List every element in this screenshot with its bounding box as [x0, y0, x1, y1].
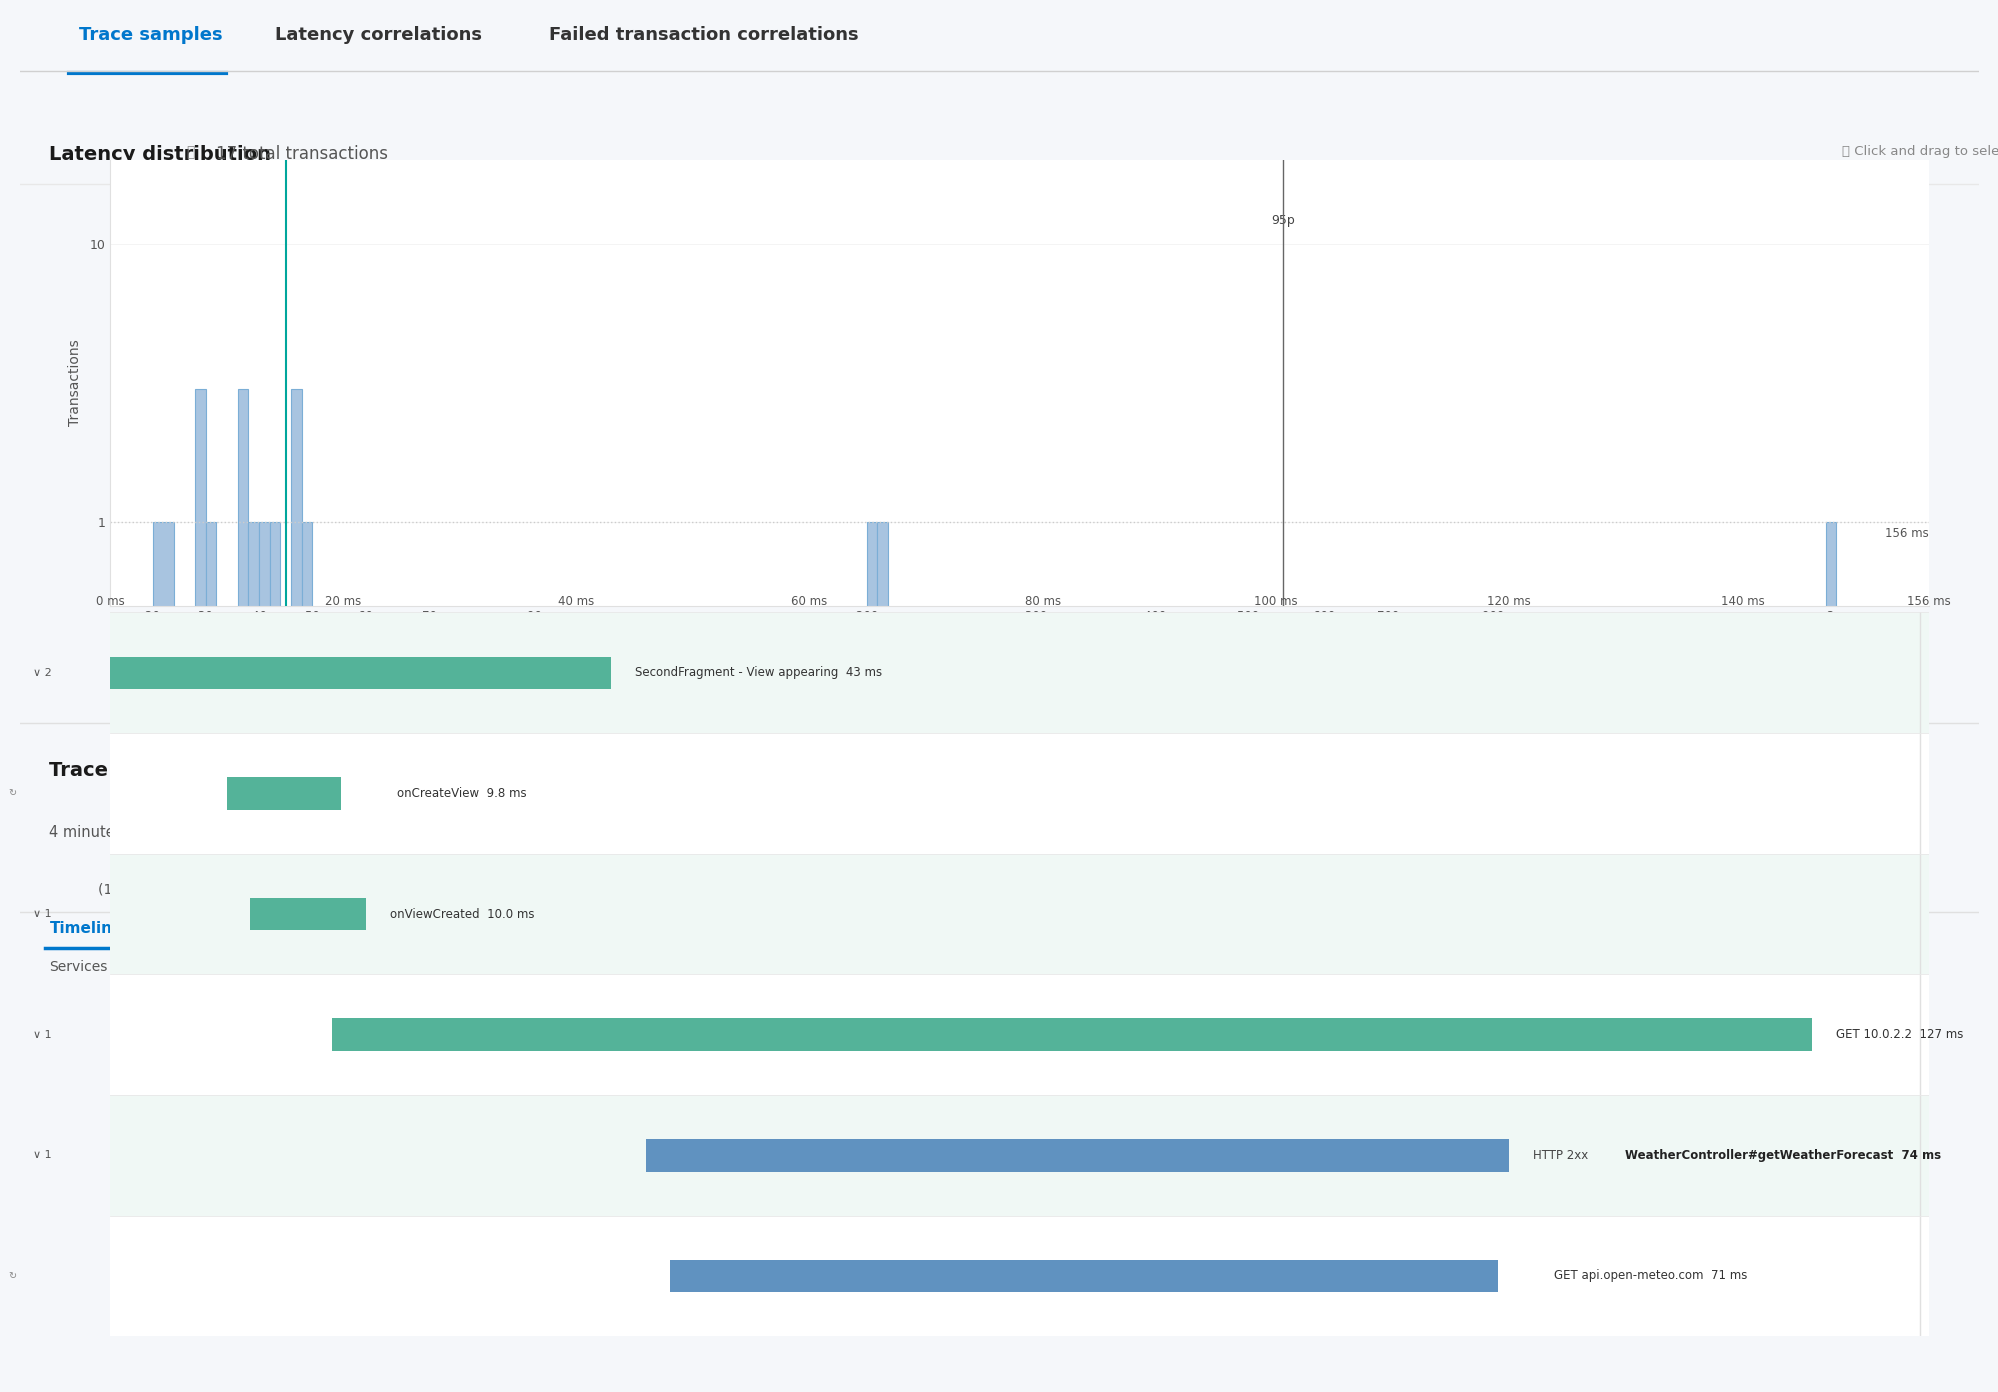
X-axis label: Latency: Latency: [989, 658, 1049, 674]
Text: Metadata: Metadata: [148, 922, 220, 937]
Text: SecondFragment - View appearing  43 ms: SecondFragment - View appearing 43 ms: [635, 667, 881, 679]
Text: WeatherController#getWeatherForecast  74 ms: WeatherController#getWeatherForecast 74 …: [1624, 1148, 1940, 1162]
Text: Current sample: Current sample: [228, 717, 344, 729]
Bar: [332, 1019, 1812, 1051]
Bar: [250, 898, 366, 930]
Bar: [645, 1139, 1508, 1172]
Bar: [302, 522, 312, 1392]
Bar: [260, 522, 270, 1392]
Text: 1: 1: [284, 761, 296, 777]
Y-axis label: Transactions: Transactions: [68, 340, 82, 426]
Text: GET api.open-meteo.com  71 ms: GET api.open-meteo.com 71 ms: [1552, 1270, 1746, 1282]
Text: Timeline: Timeline: [50, 922, 122, 937]
Bar: [110, 1096, 1928, 1215]
Bar: [248, 522, 260, 1392]
Text: 43 ms: 43 ms: [196, 825, 248, 841]
Text: ❐ View full trace: ❐ View full trace: [1762, 759, 1878, 774]
Text: >|: >|: [408, 761, 424, 775]
Text: |: |: [176, 825, 182, 844]
Text: 4 minutes ago: 4 minutes ago: [50, 825, 154, 841]
Text: Investigate ▾: Investigate ▾: [1562, 759, 1650, 774]
Text: weather-backend: weather-backend: [388, 959, 503, 973]
Bar: [152, 522, 174, 1392]
Text: of 17: of 17: [310, 761, 348, 777]
Bar: [867, 522, 877, 1392]
Bar: [196, 390, 206, 1392]
Text: <: <: [246, 761, 258, 777]
Bar: [110, 1215, 1928, 1336]
Text: ● All transactions: ● All transactions: [164, 792, 284, 806]
Text: onCreateView  9.8 ms: onCreateView 9.8 ms: [398, 786, 525, 800]
Bar: [110, 974, 1928, 1096]
Text: ∨ 1: ∨ 1: [34, 1030, 52, 1040]
Bar: [238, 390, 248, 1392]
Bar: [270, 522, 280, 1392]
Text: 95p: 95p: [1271, 214, 1295, 227]
Text: weather-sample-app: weather-sample-app: [192, 959, 330, 973]
FancyBboxPatch shape: [1498, 745, 1714, 786]
Bar: [292, 390, 302, 1392]
Text: >: >: [378, 761, 392, 777]
Text: Latency correlations: Latency correlations: [274, 26, 482, 43]
Text: |<: |<: [196, 761, 212, 775]
Text: Logs: Logs: [246, 922, 280, 937]
Text: ↻: ↻: [8, 788, 16, 799]
Bar: [206, 522, 216, 1392]
Text: 17 total transactions: 17 total transactions: [216, 145, 388, 163]
Text: Failed transaction correlations: Failed transaction correlations: [549, 26, 857, 43]
Text: Services: Services: [50, 959, 108, 973]
Text: (100% of trace): (100% of trace): [98, 883, 208, 896]
Bar: [110, 853, 1928, 974]
Text: onViewCreated  10.0 ms: onViewCreated 10.0 ms: [390, 908, 533, 920]
Text: ∨ 1: ∨ 1: [34, 1150, 52, 1161]
Text: GET 10.0.2.2  127 ms: GET 10.0.2.2 127 ms: [1834, 1029, 1962, 1041]
FancyBboxPatch shape: [274, 816, 402, 851]
Bar: [110, 612, 1928, 734]
Bar: [110, 657, 611, 689]
Text: Success: Success: [308, 825, 370, 839]
Text: ∨ 2: ∨ 2: [32, 668, 52, 678]
Text: 156 ms: 156 ms: [1884, 528, 1928, 540]
Bar: [669, 1260, 1497, 1292]
Bar: [110, 734, 1928, 853]
Bar: [226, 777, 340, 810]
Text: ↻: ↻: [8, 1271, 16, 1281]
Text: ∨ 1: ∨ 1: [34, 909, 52, 919]
Text: ⓘ: ⓘ: [186, 145, 194, 159]
Bar: [877, 522, 887, 1392]
Text: Trace samples: Trace samples: [78, 26, 222, 43]
Text: HTTP 2xx: HTTP 2xx: [1532, 1148, 1594, 1162]
Text: ⓘ Click and drag to select a range: ⓘ Click and drag to select a range: [1840, 145, 1998, 159]
Text: Trace sample: Trace sample: [50, 761, 194, 780]
Text: Latency distribution: Latency distribution: [50, 145, 272, 164]
Bar: [1824, 522, 1836, 1392]
